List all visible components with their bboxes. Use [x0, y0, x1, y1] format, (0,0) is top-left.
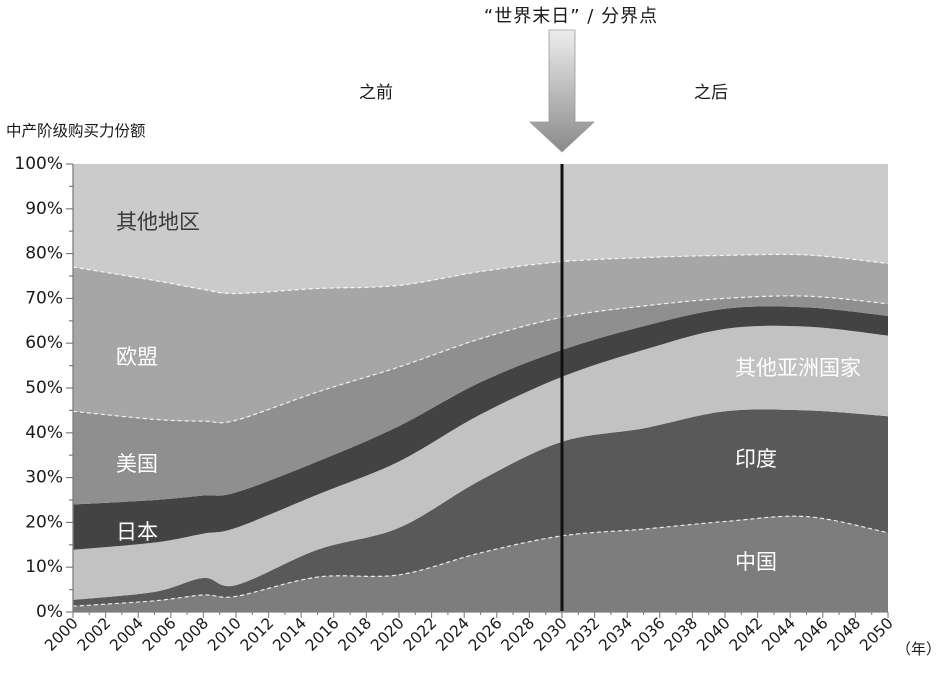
seam-above-china: [73, 515, 888, 607]
area-label-india: 印度: [735, 447, 777, 471]
x-tick-label: 2008: [172, 614, 213, 655]
x-tick-label: 2032: [563, 614, 604, 655]
before-label: 之前: [359, 83, 393, 103]
y-tick-label: 50%: [25, 378, 63, 398]
x-tick-label: 2028: [498, 614, 539, 655]
y-tick-label: 40%: [25, 423, 63, 443]
area-usa: [73, 295, 888, 505]
x-tick-label: 2016: [302, 614, 343, 655]
x-tick-label: 2002: [74, 614, 115, 655]
x-tick-label: 2026: [465, 614, 506, 655]
area-label-japan: 日本: [116, 520, 158, 544]
figure-title: “世界末日” / 分界点: [483, 6, 659, 27]
down-arrow-icon: [528, 29, 596, 153]
x-tick-label: 2044: [758, 614, 799, 655]
x-tick-label: 2038: [661, 614, 702, 655]
y-tick-label: 70%: [25, 288, 63, 308]
x-tick-label: 2048: [824, 614, 865, 655]
y-tick-label: 0%: [36, 602, 63, 622]
y-tick-label: 60%: [25, 333, 63, 353]
x-tick-label: 2050: [856, 614, 897, 655]
x-tick-label: 2020: [367, 614, 408, 655]
x-tick-label: 2014: [269, 614, 310, 655]
area-label-usa: 美国: [116, 452, 158, 476]
x-tick-label: 2036: [628, 614, 669, 655]
x-tick-label: 2022: [400, 614, 441, 655]
x-tick-label: 2034: [595, 614, 636, 655]
x-tick-label: 2012: [237, 614, 278, 655]
y-tick-label: 20%: [25, 512, 63, 532]
x-tick-label: 2046: [791, 614, 832, 655]
area-label-other-regions: 其他地区: [116, 210, 200, 234]
x-tick-label: 2006: [139, 614, 180, 655]
x-tick-label: 2018: [335, 614, 376, 655]
area-other-asia: [73, 325, 888, 600]
seam-above-eu: [73, 253, 888, 295]
after-label: 之后: [694, 83, 728, 103]
y-tick-label: 90%: [25, 199, 63, 219]
area-japan: [73, 306, 888, 550]
x-axis-unit: （年）: [896, 640, 941, 658]
x-tick-label: 2010: [204, 614, 245, 655]
y-tick-label: 10%: [25, 557, 63, 577]
area-india: [73, 409, 888, 607]
y-tick-label: 30%: [25, 468, 63, 488]
area-label-china: 中国: [735, 550, 777, 574]
x-tick-label: 2030: [530, 614, 571, 655]
area-china: [73, 516, 888, 612]
y-tick-label: 100%: [14, 154, 63, 174]
y-tick-label: 80%: [25, 244, 63, 264]
seam-above-usa: [73, 295, 888, 424]
x-tick-label: 2042: [726, 614, 767, 655]
x-tick-label: 2040: [693, 614, 734, 655]
area-label-other-asia: 其他亚洲国家: [735, 356, 861, 380]
x-tick-label: 2024: [432, 614, 473, 655]
x-tick-label: 2004: [106, 614, 147, 655]
area-label-eu: 欧盟: [116, 345, 158, 369]
y-axis-title: 中产阶级购买力份额: [6, 122, 146, 140]
area-other-regions: [73, 164, 888, 294]
